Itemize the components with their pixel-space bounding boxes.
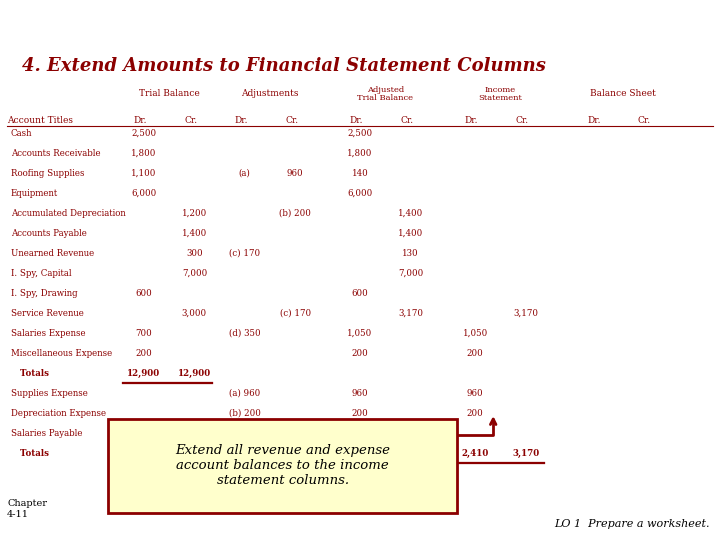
Text: Dr.: Dr. (350, 116, 363, 125)
Text: Statement: Statement (479, 94, 522, 103)
Text: Depreciation Expense: Depreciation Expense (11, 409, 106, 418)
Text: 2,500: 2,500 (348, 129, 372, 138)
Text: (c) 170: (c) 170 (279, 309, 311, 318)
Text: Roofing Supplies: Roofing Supplies (11, 169, 84, 178)
Text: Supplies Expense: Supplies Expense (11, 389, 88, 398)
Text: 3,170: 3,170 (512, 449, 539, 458)
Text: (b) 200: (b) 200 (279, 209, 311, 218)
Text: 7,000: 7,000 (181, 269, 207, 278)
Text: 200: 200 (135, 349, 153, 358)
Text: 1,400: 1,400 (397, 209, 423, 218)
Text: Chapter
4-11: Chapter 4-11 (7, 500, 48, 519)
Text: 6,000: 6,000 (347, 189, 373, 198)
Text: Cash: Cash (11, 129, 32, 138)
Text: Adjusted: Adjusted (366, 86, 404, 94)
Text: 13,450: 13,450 (394, 449, 427, 458)
Text: 12,900: 12,900 (127, 369, 161, 378)
Text: 140: 140 (351, 169, 369, 178)
Text: 700: 700 (135, 329, 153, 338)
Text: 7,000: 7,000 (397, 269, 423, 278)
Text: 2,500: 2,500 (132, 129, 156, 138)
Text: Accounts Receivable: Accounts Receivable (11, 149, 100, 158)
Text: 200: 200 (351, 349, 369, 358)
Text: I. Spy, Drawing: I. Spy, Drawing (11, 289, 78, 298)
Text: 4. Extend Amounts to Financial Statement Columns: 4. Extend Amounts to Financial Statement… (22, 57, 546, 75)
Text: Cr.: Cr. (184, 116, 197, 125)
Text: Cr.: Cr. (638, 116, 651, 125)
Text: Dr.: Dr. (235, 116, 248, 125)
Text: 1,800: 1,800 (347, 149, 373, 158)
Text: Dr.: Dr. (465, 116, 478, 125)
Text: 1,400: 1,400 (397, 229, 423, 238)
Text: 960: 960 (287, 169, 304, 178)
Text: 1,100: 1,100 (131, 169, 157, 178)
Text: 12,900: 12,900 (178, 369, 211, 378)
Text: 3,170: 3,170 (398, 309, 423, 318)
Text: Cr.: Cr. (400, 116, 413, 125)
Text: Salaries Expense: Salaries Expense (11, 329, 86, 338)
Text: 130: 130 (402, 249, 419, 258)
Text: I. Spy, Capital: I. Spy, Capital (11, 269, 71, 278)
Text: 3,170: 3,170 (513, 309, 538, 318)
Text: Accumulated Depreciation: Accumulated Depreciation (11, 209, 125, 218)
Text: 200: 200 (467, 349, 484, 358)
Text: Totals: Totals (11, 369, 49, 378)
Text: 1,050: 1,050 (347, 329, 373, 338)
Text: 13,450: 13,450 (343, 449, 377, 458)
Text: 600: 600 (351, 289, 369, 298)
Text: Service Revenue: Service Revenue (11, 309, 84, 318)
Text: (d) 350: (d) 350 (229, 329, 261, 338)
Text: Adjustments: Adjustments (241, 89, 299, 98)
Text: 1,680: 1,680 (231, 449, 258, 458)
Text: 200: 200 (467, 409, 484, 418)
Text: Income: Income (485, 86, 516, 94)
Text: 3,000: 3,000 (182, 309, 207, 318)
Text: (c) 170: (c) 170 (229, 249, 261, 258)
Text: Dr.: Dr. (588, 116, 600, 125)
Text: Steps in Preparing a Worksheet: Steps in Preparing a Worksheet (35, 22, 431, 43)
FancyBboxPatch shape (108, 418, 457, 513)
Text: (a) 960: (a) 960 (229, 389, 261, 398)
Text: Cr.: Cr. (516, 116, 528, 125)
Text: Trial Balance: Trial Balance (139, 89, 199, 98)
Text: 960: 960 (351, 389, 369, 398)
Text: Balance Sheet: Balance Sheet (590, 89, 656, 98)
Text: Account Titles: Account Titles (7, 116, 73, 125)
Text: LO 1  Prepare a worksheet.: LO 1 Prepare a worksheet. (554, 519, 709, 529)
Text: Trial Balance: Trial Balance (357, 94, 413, 103)
Text: Dr.: Dr. (134, 116, 147, 125)
Text: 960: 960 (467, 389, 484, 398)
Text: Equipment: Equipment (11, 189, 58, 198)
Text: 1,200: 1,200 (181, 209, 207, 218)
Text: 300: 300 (186, 249, 203, 258)
Text: 600: 600 (135, 289, 153, 298)
Text: 6,000: 6,000 (131, 189, 157, 198)
Text: Cr.: Cr. (285, 116, 298, 125)
Text: 1,800: 1,800 (131, 149, 157, 158)
Text: 200: 200 (351, 409, 369, 418)
Text: 1,050: 1,050 (462, 329, 488, 338)
Text: (d) 350: (d) 350 (279, 429, 311, 438)
Text: Accounts Payable: Accounts Payable (11, 229, 86, 238)
Text: (b) 200: (b) 200 (229, 409, 261, 418)
Text: 2,410: 2,410 (462, 449, 489, 458)
Text: Salaries Payable: Salaries Payable (11, 429, 82, 438)
Text: 350: 350 (402, 429, 418, 438)
Text: 1,400: 1,400 (181, 229, 207, 238)
Text: Miscellaneous Expense: Miscellaneous Expense (11, 349, 112, 358)
Text: 1,680: 1,680 (282, 449, 309, 458)
Text: Totals: Totals (11, 449, 49, 458)
Text: Extend all revenue and expense
account balances to the income
statement columns.: Extend all revenue and expense account b… (175, 444, 390, 487)
Text: Unearned Revenue: Unearned Revenue (11, 249, 94, 258)
Text: (a): (a) (239, 169, 251, 178)
